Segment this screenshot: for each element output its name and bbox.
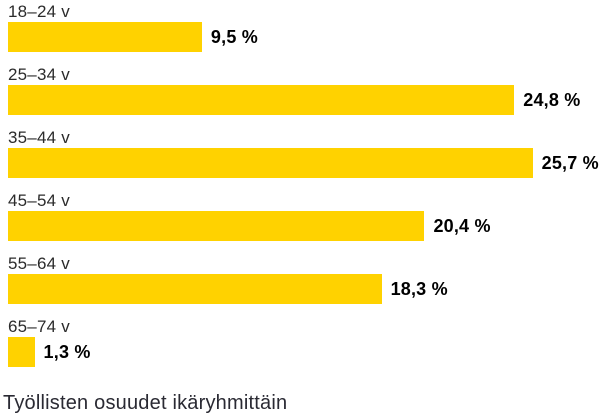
value-label: 25,7 %	[541, 152, 599, 173]
category-label: 65–74 v	[8, 317, 70, 336]
bar	[8, 211, 425, 241]
chart-title: Työllisten osuudet ikäryhmittäin	[3, 392, 288, 414]
bar	[8, 85, 515, 115]
category-label: 55–64 v	[8, 254, 70, 273]
bar-line: 18,3 %	[8, 274, 600, 304]
bar-line: 25,7 %	[8, 148, 600, 178]
bar	[8, 337, 35, 367]
bar-row: 45–54 v 20,4 %	[8, 191, 600, 241]
category-label: 35–44 v	[8, 128, 70, 147]
bar-row: 35–44 v 25,7 %	[8, 128, 600, 178]
value-label: 1,3 %	[43, 341, 91, 362]
bar	[8, 148, 533, 178]
value-label: 18,3 %	[390, 278, 448, 299]
category-label: 18–24 v	[8, 2, 70, 21]
bar-row: 65–74 v 1,3 %	[8, 317, 600, 367]
bar-line: 1,3 %	[8, 337, 600, 367]
category-label: 25–34 v	[8, 65, 70, 84]
value-label: 20,4 %	[433, 215, 491, 236]
chart-rows: 18–24 v 9,5 % 25–34 v 24,8 % 35–44 v 25,7 % 45…	[8, 2, 600, 367]
bar-row: 25–34 v 24,8 %	[8, 65, 600, 115]
bar	[8, 274, 382, 304]
bar-row: 55–64 v 18,3 %	[8, 254, 600, 304]
value-label: 24,8 %	[523, 89, 581, 110]
bar	[8, 22, 202, 52]
bar-line: 20,4 %	[8, 211, 600, 241]
bar-line: 9,5 %	[8, 22, 600, 52]
bar-row: 18–24 v 9,5 %	[8, 2, 600, 52]
value-label: 9,5 %	[210, 26, 258, 47]
bar-line: 24,8 %	[8, 85, 600, 115]
category-label: 45–54 v	[8, 191, 70, 210]
